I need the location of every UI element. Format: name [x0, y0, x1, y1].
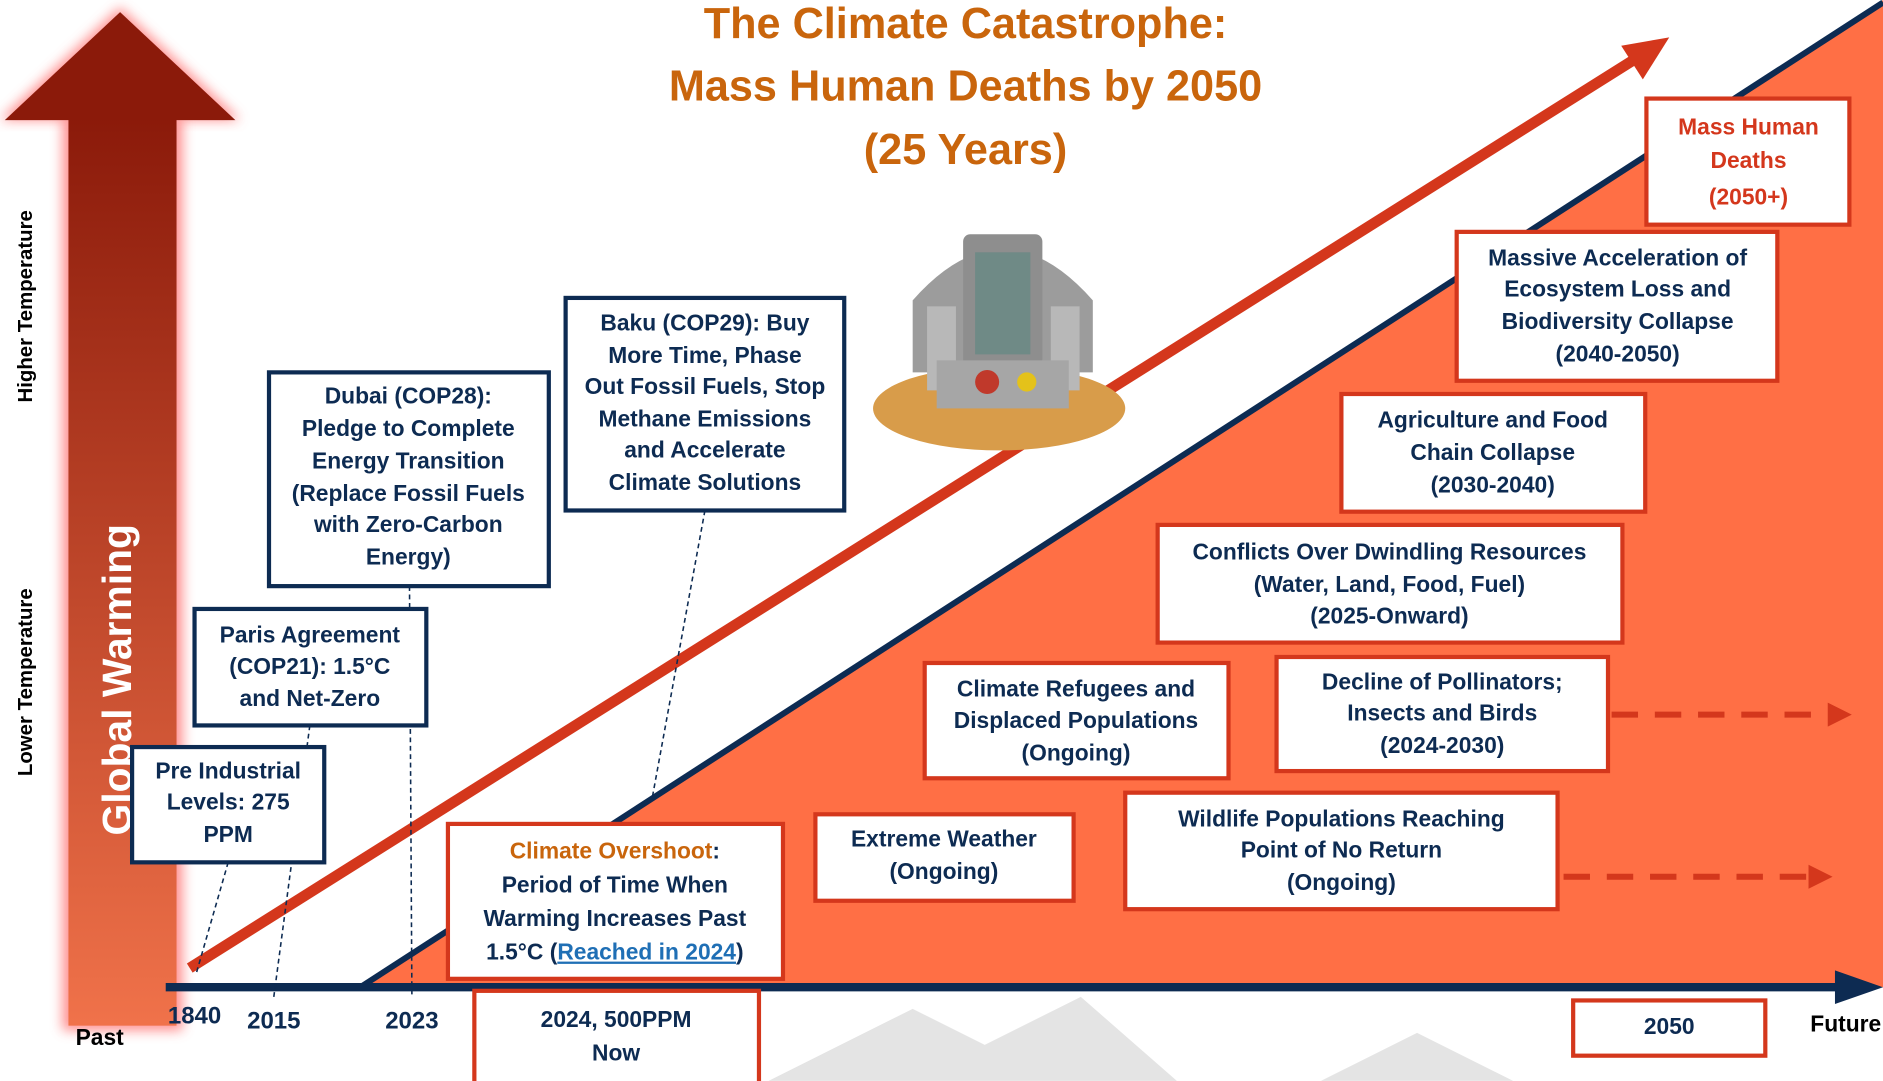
- text-segment: :: [712, 838, 720, 864]
- box-text: Ecosystem Loss and: [1504, 276, 1731, 302]
- box-text: Methane Emissions: [599, 405, 812, 431]
- box-text: Pre Industrial: [155, 757, 301, 783]
- x-axis-start: Past: [76, 1024, 125, 1050]
- text-segment: ): [736, 939, 744, 965]
- impact-box: Decline of Pollinators; Insects and Birds…: [1277, 657, 1608, 771]
- box-text: Dubai (COP28):: [325, 383, 492, 409]
- box-text: with Zero-Carbon: [313, 511, 503, 537]
- box-text: Climate Solutions: [609, 469, 802, 495]
- box-text: Massive Acceleration of: [1488, 245, 1747, 271]
- text-segment: 1.5°C (: [486, 939, 558, 965]
- box-text: Point of No Return: [1241, 837, 1442, 863]
- box-text: (2040-2050): [1556, 341, 1680, 367]
- impact-box: Mass Human Deaths (2050+): [1646, 99, 1849, 225]
- box-text: (Water, Land, Food, Fuel): [1254, 571, 1525, 597]
- y-axis-bottom-label: Lower Temperature: [15, 588, 37, 776]
- box-text: Baku (COP29): Buy: [600, 309, 809, 335]
- box-text: Decline of Pollinators;: [1322, 668, 1563, 694]
- box-text: Warming Increases Past: [484, 905, 747, 931]
- impact-box: 2024, 500PPM Now: [474, 991, 759, 1081]
- box-text: Period of Time When: [502, 871, 728, 897]
- box-text: Energy Transition: [312, 447, 505, 473]
- diagram: The Climate Catastrophe: Mass Human Death…: [0, 0, 1883, 1081]
- title-line: (25 Years): [864, 126, 1067, 174]
- impact-box: Wildlife Populations Reaching Point of No…: [1125, 793, 1557, 909]
- box-text: Deaths: [1710, 147, 1786, 173]
- warming-arrow: [0, 7, 240, 1030]
- box-text: (Ongoing): [889, 858, 998, 884]
- box-text: (Ongoing): [1022, 739, 1131, 765]
- box-text: and Accelerate: [624, 437, 785, 463]
- milestone-box: Pre Industrial Levels: 275 PPM: [132, 747, 324, 862]
- impact-box: Conflicts Over Dwindling Resources (Water…: [1158, 525, 1623, 643]
- box-text: Insects and Birds: [1347, 700, 1537, 726]
- box-text: 1.5°C (Reached in 2024): [486, 939, 743, 965]
- box-text: Out Fossil Fuels, Stop: [585, 373, 826, 399]
- box-text: Paris Agreement: [220, 622, 401, 648]
- box-text: (Ongoing): [1287, 869, 1396, 895]
- title-line: The Climate Catastrophe:: [704, 0, 1228, 48]
- box-text: Chain Collapse: [1410, 439, 1575, 465]
- box-text: (2050+): [1709, 183, 1788, 209]
- box-text: Mass Human: [1678, 114, 1819, 140]
- impact-box: Agriculture and Food Chain Collapse (2030-…: [1341, 394, 1645, 512]
- box-text: (2030-2040): [1431, 471, 1555, 497]
- mountain-watermark: [769, 997, 1514, 1081]
- box-text: Conflicts Over Dwindling Resources: [1192, 539, 1586, 565]
- box-text: PPM: [203, 821, 252, 847]
- box-text: (2025-Onward): [1310, 602, 1468, 628]
- impact-box: Extreme Weather (Ongoing): [815, 814, 1073, 900]
- box-text: 2024, 500PPM: [541, 1006, 692, 1032]
- year-marker: 2023: [385, 1007, 438, 1034]
- milestone-box: Dubai (COP28): Pledge to Complete Energy T…: [269, 372, 549, 586]
- box-text: (COP21): 1.5°C: [229, 653, 390, 679]
- gravestone-illustration: [873, 234, 1125, 450]
- box-text: More Time, Phase: [608, 342, 801, 368]
- box-frame: [474, 991, 759, 1081]
- box-text: (2024-2030): [1380, 732, 1504, 758]
- y-axis-top-label: Higher Temperature: [15, 210, 37, 402]
- page: The Climate Catastrophe: Mass Human Death…: [0, 0, 1883, 1081]
- box-text: Levels: 275: [167, 789, 290, 815]
- box-text: Displaced Populations: [954, 707, 1198, 733]
- box-text: Wildlife Populations Reaching: [1178, 805, 1505, 831]
- box-text: and Net-Zero: [240, 685, 381, 711]
- year-marker: 1840: [168, 1003, 221, 1030]
- box-text: Agriculture and Food: [1377, 407, 1608, 433]
- year-marker: 2015: [247, 1007, 300, 1034]
- impact-box: Climate Refugees and Displaced Population…: [925, 663, 1229, 778]
- impact-box: Massive Acceleration of Ecosystem Loss an…: [1457, 232, 1778, 381]
- box-text: Pledge to Complete: [302, 415, 515, 441]
- milestone-box: Baku (COP29): Buy More Time, Phase Out Fos…: [566, 298, 845, 511]
- impact-box: 2050: [1573, 1000, 1765, 1055]
- box-text: Climate Refugees and: [957, 676, 1195, 702]
- box-text: 2050: [1644, 1013, 1695, 1039]
- title-line: Mass Human Deaths by 2050: [669, 62, 1262, 110]
- box-text: Now: [592, 1040, 640, 1066]
- text-segment: Climate Overshoot: [510, 838, 713, 864]
- box-text: Biodiversity Collapse: [1502, 308, 1734, 334]
- link-text[interactable]: Reached in 2024: [557, 939, 736, 965]
- box-text: (Replace Fossil Fuels: [292, 480, 525, 506]
- box-text: Extreme Weather: [851, 826, 1037, 852]
- box-text: Energy): [366, 544, 451, 570]
- box-text: Climate Overshoot:: [510, 838, 720, 864]
- milestone-box: Paris Agreement (COP21): 1.5°C and Net-Zer…: [195, 609, 427, 725]
- x-axis-end: Future: [1810, 1011, 1881, 1037]
- impact-box: Climate Overshoot: Period of Time When War…: [448, 824, 783, 979]
